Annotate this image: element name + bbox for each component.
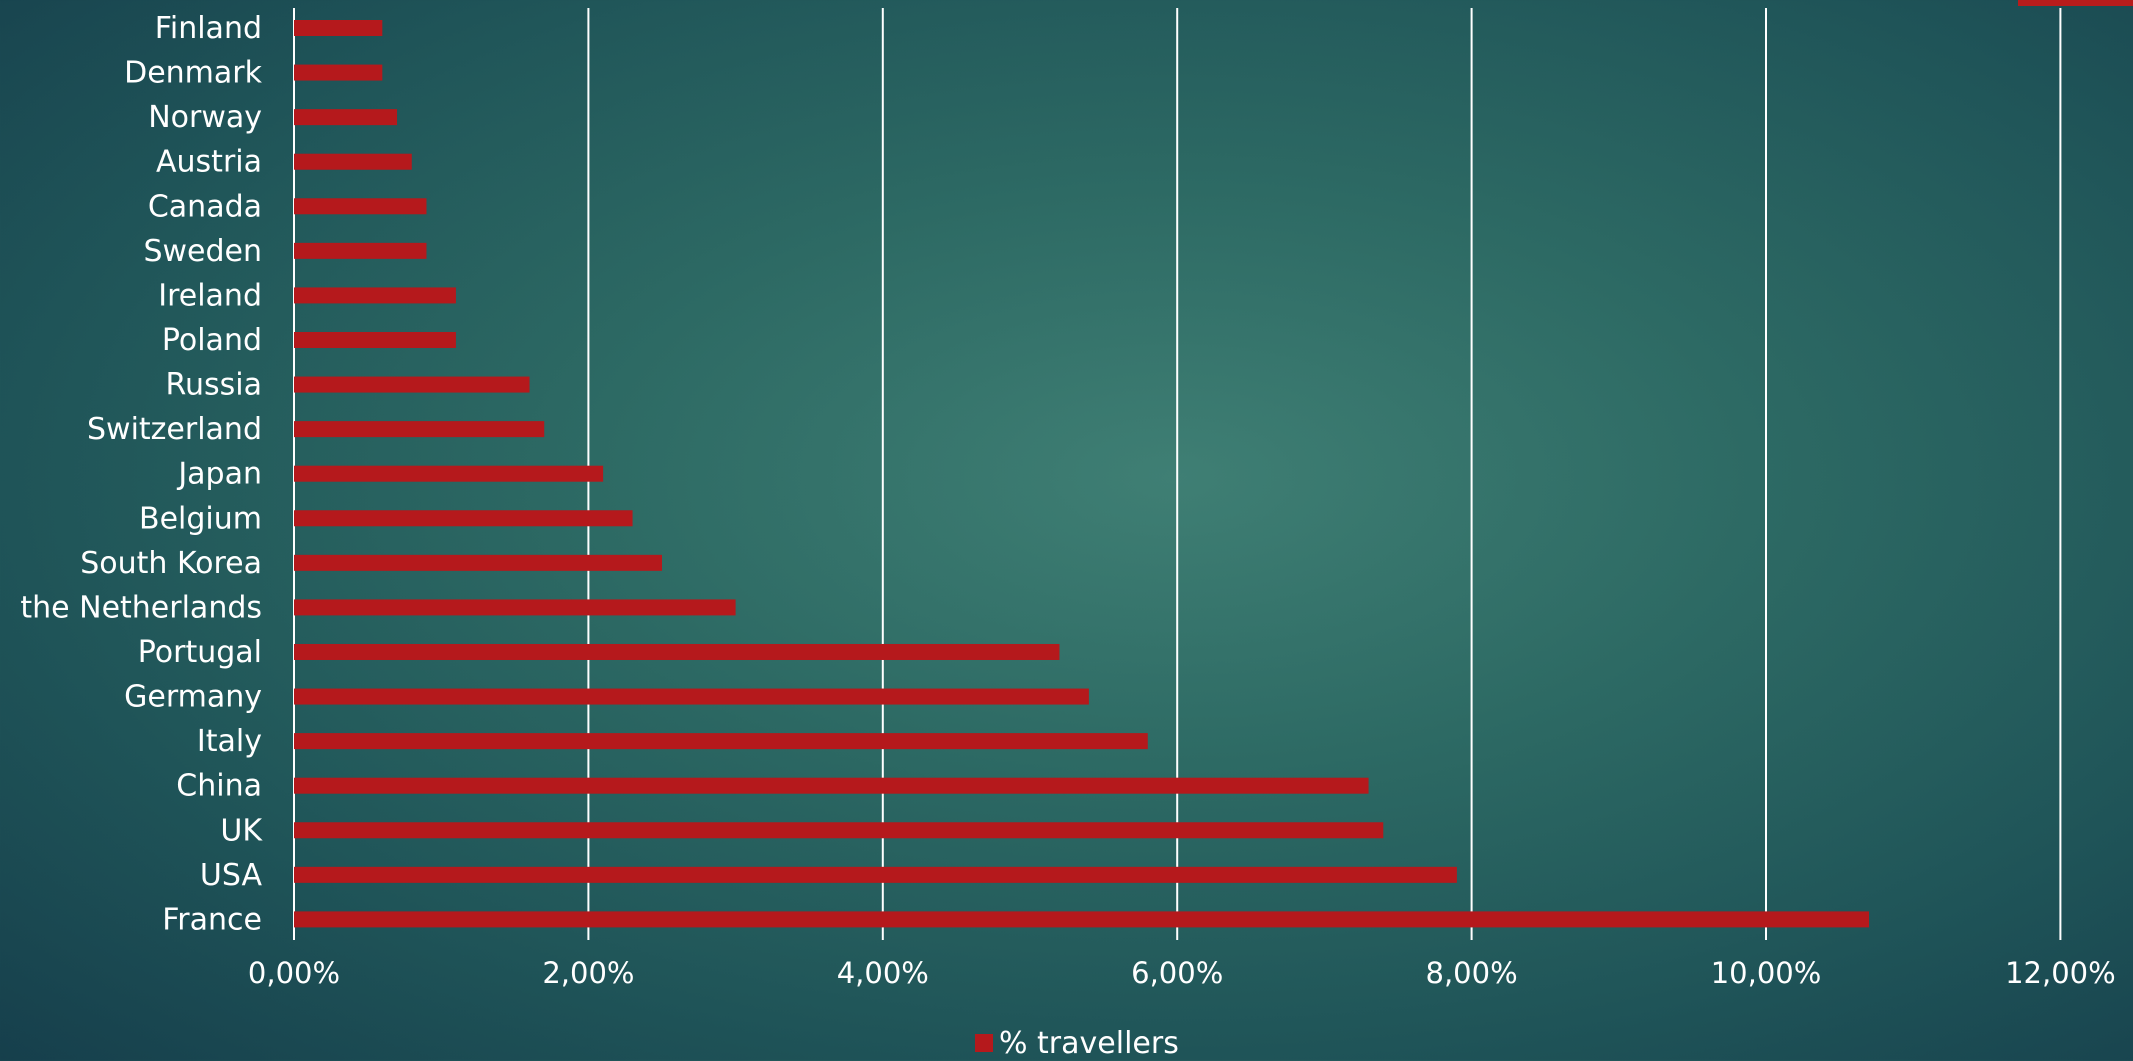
- category-label: France: [162, 902, 262, 937]
- category-label: Italy: [197, 724, 262, 759]
- bar: [294, 287, 456, 304]
- bar: [294, 599, 736, 616]
- category-label: China: [176, 769, 262, 804]
- legend-swatch: [975, 1034, 993, 1052]
- bar: [294, 510, 633, 527]
- x-tick-label: 10,00%: [1711, 956, 1822, 990]
- legend: % travellers: [975, 1025, 1179, 1061]
- bar: [294, 777, 1369, 794]
- bar: [294, 822, 1384, 839]
- category-label: Portugal: [138, 635, 262, 670]
- bar: [294, 866, 1457, 883]
- category-label: USA: [200, 858, 263, 893]
- corner-accent: [2018, 0, 2133, 6]
- bar: [294, 109, 398, 126]
- category-label: Denmark: [124, 56, 263, 91]
- x-tick-label: 4,00%: [837, 956, 929, 990]
- bar: [294, 911, 1870, 928]
- category-label: Sweden: [143, 234, 262, 269]
- bar: [294, 465, 604, 482]
- bar: [294, 376, 530, 393]
- category-label: Belgium: [139, 501, 262, 536]
- bar: [294, 331, 456, 348]
- category-label: Finland: [155, 11, 262, 46]
- category-label: Canada: [148, 189, 262, 224]
- category-label: UK: [220, 813, 263, 848]
- category-label: Norway: [148, 100, 262, 135]
- bar: [294, 64, 383, 81]
- x-tick-label: 0,00%: [248, 956, 340, 990]
- bar: [294, 643, 1060, 660]
- bar: [294, 554, 662, 571]
- legend-label: % travellers: [999, 1025, 1179, 1061]
- category-label: Switzerland: [87, 412, 262, 447]
- bar: [294, 688, 1089, 705]
- bar: [294, 733, 1148, 750]
- x-tick-label: 8,00%: [1426, 956, 1518, 990]
- bar: [294, 153, 412, 170]
- category-label: the Netherlands: [20, 590, 262, 625]
- x-tick-label: 2,00%: [542, 956, 634, 990]
- category-label: Austria: [156, 145, 262, 180]
- category-label: Russia: [166, 368, 263, 403]
- bar: [294, 20, 383, 36]
- category-label: Ireland: [158, 278, 262, 313]
- x-tick-label: 12,00%: [2005, 956, 2116, 990]
- category-label: Japan: [176, 457, 262, 492]
- bar: [294, 198, 427, 215]
- category-label: Poland: [162, 323, 262, 358]
- x-tick-label: 6,00%: [1131, 956, 1223, 990]
- bar: [294, 242, 427, 259]
- category-label: Germany: [124, 680, 262, 715]
- bar: [294, 421, 545, 438]
- category-label: South Korea: [80, 546, 262, 581]
